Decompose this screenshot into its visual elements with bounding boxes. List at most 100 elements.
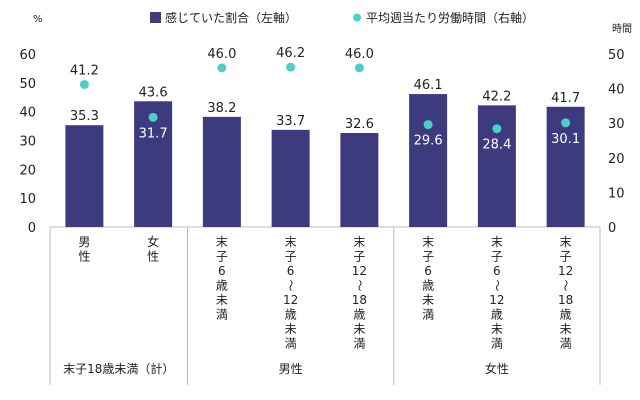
dot-data-label: 29.6 (414, 134, 443, 149)
category-label-char: 末 (560, 235, 572, 249)
group-labels: 末子18歳未満（計） 男性 女性 (49, 227, 601, 385)
category-label-char: 子 (491, 250, 503, 264)
category-label-char: 6 (287, 264, 295, 278)
category-label-char: 12 (283, 293, 298, 307)
left-axis-tick: 20 (19, 163, 36, 178)
category-label-char: 子 (216, 250, 228, 264)
legend: 感じていた割合（左軸） 平均週当たり労働時間（右軸） (150, 10, 534, 25)
category-label-char: 6 (424, 264, 432, 278)
category-label-char: 末 (422, 235, 434, 249)
bar-data-label: 33.7 (276, 114, 305, 129)
category-label-char: 末 (353, 235, 365, 249)
bar-data-label: 32.6 (345, 117, 374, 132)
category-label-char: 18 (558, 293, 573, 307)
category-label-char: 性 (78, 250, 90, 264)
bar (340, 133, 379, 227)
bar-data-label: 43.6 (139, 85, 168, 100)
category-label-char: 末 (491, 235, 503, 249)
category-label-char: 12 (558, 264, 573, 278)
dot-point (354, 63, 364, 73)
bar-data-label: 46.1 (414, 78, 443, 93)
dot-point (561, 118, 571, 128)
category-label-char: 6 (493, 264, 501, 278)
category-label-char: 〜 (352, 279, 366, 291)
category-label-char: 歳 (560, 308, 572, 322)
dot-data-label: 28.4 (482, 138, 511, 153)
group-label: 女性 (485, 361, 509, 376)
dot-data-label: 31.7 (139, 126, 168, 141)
right-axis-unit: 時間 (612, 23, 632, 35)
right-axis-tick: 0 (608, 221, 616, 236)
bar-data-label: 38.2 (207, 101, 236, 116)
dot-data-label: 46.2 (276, 46, 305, 61)
category-label-char: 12 (489, 293, 504, 307)
left-axis-tick: 40 (19, 106, 36, 121)
category-label-char: 満 (491, 337, 503, 351)
category-label-char: 未 (285, 322, 297, 336)
category-label-char: 男 (78, 235, 90, 249)
category-label-char: 〜 (284, 279, 298, 291)
category-label-char: 未 (560, 322, 572, 336)
legend-bar-label: 感じていた割合（左軸） (165, 10, 297, 25)
dot-point (217, 63, 227, 73)
left-axis-tick: 30 (19, 135, 36, 150)
dot-data-label: 46.0 (207, 47, 236, 62)
category-label-char: 満 (560, 337, 572, 351)
category-label-char: 未 (216, 293, 228, 307)
dot-data-label: 41.2 (70, 63, 99, 78)
category-label-char: 満 (285, 337, 297, 351)
dot-data-label: 30.1 (551, 132, 580, 147)
bar (271, 129, 310, 227)
left-axis-unit: % (33, 14, 43, 25)
category-label: 女性 (147, 234, 159, 264)
bar (409, 94, 448, 227)
legend-bar-swatch (150, 12, 161, 23)
bar (202, 116, 241, 227)
category-label-char: 6 (218, 264, 226, 278)
category-label-char: 子 (560, 250, 572, 264)
dot-point (492, 124, 502, 134)
left-axis-tick: 50 (19, 77, 36, 92)
category-label-char: 歳 (422, 279, 434, 293)
category-label-char: 末 (285, 235, 297, 249)
category-label-char: 子 (285, 250, 297, 264)
category-label-char: 子 (353, 250, 365, 264)
category-label-char: 歳 (353, 308, 365, 322)
group-label: 男性 (279, 362, 303, 376)
category-label: 男性 (78, 235, 90, 264)
category-label-char: 12 (352, 264, 367, 278)
category-label-char: 〜 (559, 279, 573, 291)
category-label-char: 歳 (216, 279, 228, 293)
bar-data-label: 35.3 (70, 109, 99, 124)
dot-point (286, 62, 296, 72)
right-axis-tick: 50 (608, 48, 625, 63)
legend-dot-swatch (353, 13, 361, 22)
right-axis-tick: 30 (608, 117, 625, 132)
bar (65, 125, 104, 227)
left-axis-tick: 10 (19, 192, 36, 207)
axes: 0 10 20 30 40 50 60 0 10 20 30 40 50 (19, 48, 624, 236)
dot-point (423, 120, 433, 130)
dot-point (148, 112, 158, 122)
dot-series: 41.2 31.7 46.0 46.2 46.0 29.6 28.4 30.1 (70, 46, 580, 153)
right-axis-tick: 40 (608, 83, 625, 98)
category-label-char: 歳 (285, 308, 297, 322)
dot-point (79, 79, 89, 89)
group-label: 末子18歳未満（計） (63, 361, 174, 376)
right-axis-tick: 20 (608, 152, 625, 167)
bar (477, 105, 516, 227)
category-label-char: 性 (147, 250, 159, 264)
category-label-char: 満 (216, 308, 228, 322)
bar-data-label: 41.7 (551, 91, 580, 106)
legend-dot-label: 平均週当たり労働時間（右軸） (366, 10, 534, 25)
category-label-char: 満 (422, 308, 434, 322)
left-axis-tick: 0 (28, 221, 36, 236)
category-label-char: 末 (216, 235, 228, 249)
